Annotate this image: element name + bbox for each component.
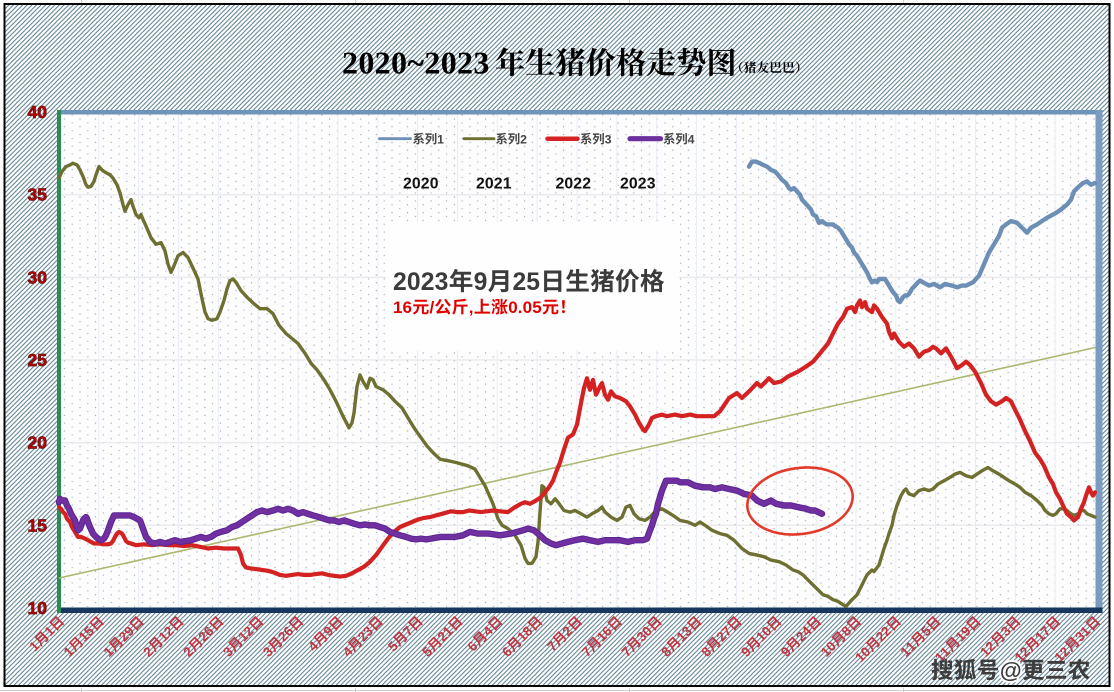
svg-text:9: 9 (474, 269, 488, 296)
svg-text:15: 15 (28, 515, 48, 535)
svg-text:40: 40 (28, 102, 48, 122)
svg-text:30: 30 (28, 267, 48, 287)
svg-text:25: 25 (513, 269, 541, 296)
svg-text:2: 2 (520, 132, 527, 146)
svg-text:4: 4 (688, 132, 695, 146)
svg-text:3: 3 (605, 132, 612, 146)
svg-text:0.05: 0.05 (508, 298, 542, 317)
svg-text:1: 1 (437, 132, 444, 146)
svg-text:35: 35 (28, 185, 48, 205)
svg-text:25: 25 (28, 350, 48, 370)
svg-text:2022: 2022 (556, 176, 592, 193)
svg-text:@: @ (1000, 658, 1022, 683)
svg-text:@: @ (1000, 658, 1022, 683)
svg-text:20: 20 (28, 433, 48, 453)
svg-text:2020: 2020 (403, 176, 439, 193)
svg-text:2020~2023: 2020~2023 (342, 45, 490, 81)
svg-text:2021: 2021 (476, 176, 512, 193)
svg-text:,: , (469, 298, 474, 317)
svg-text:16: 16 (393, 298, 412, 317)
svg-text:10: 10 (28, 598, 48, 618)
svg-text:/: / (430, 298, 435, 317)
svg-text:2023: 2023 (620, 176, 656, 193)
svg-text:2023: 2023 (393, 269, 449, 296)
